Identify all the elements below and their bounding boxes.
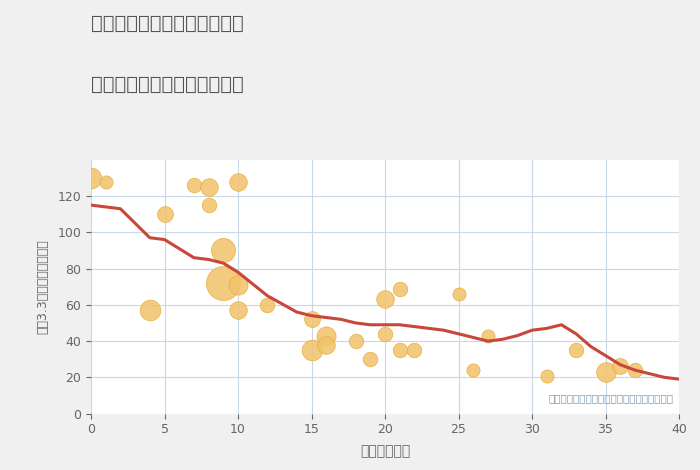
Point (85, 174, 97, 182)
Point (321, 341, 332, 348)
Point (203, 201, 214, 209)
Text: 築年数別中古マンション価格: 築年数別中古マンション価格 (91, 75, 244, 94)
Point (144, 306, 155, 314)
Point (365, 355, 376, 363)
Point (482, 332, 493, 339)
Point (262, 301, 273, 309)
Point (394, 285, 405, 292)
Point (409, 346, 420, 354)
Point (379, 330, 391, 337)
Point (468, 366, 479, 374)
Point (615, 363, 626, 370)
Point (541, 372, 552, 379)
Text: 愛知県稲沢市祖父江町四貫の: 愛知県稲沢市祖父江町四貫の (91, 14, 244, 33)
Point (394, 346, 405, 354)
Point (218, 279, 229, 287)
Point (306, 315, 317, 323)
X-axis label: 築年数（年）: 築年数（年） (360, 445, 410, 459)
Point (321, 332, 332, 339)
Point (188, 181, 199, 189)
Y-axis label: 坪（3.3㎡）単価（万円）: 坪（3.3㎡）単価（万円） (36, 239, 49, 334)
Point (350, 337, 361, 345)
Point (232, 281, 244, 289)
Point (232, 306, 244, 314)
Point (600, 368, 611, 376)
Point (100, 178, 111, 185)
Point (453, 290, 464, 298)
Point (218, 247, 229, 254)
Point (232, 178, 244, 185)
Text: 円の大きさは、取引のあった物件面積を示す: 円の大きさは、取引のあった物件面積を示す (548, 393, 673, 403)
Point (570, 346, 582, 354)
Point (159, 211, 170, 218)
Point (203, 183, 214, 191)
Point (306, 346, 317, 354)
Point (379, 296, 391, 303)
Point (629, 366, 641, 374)
